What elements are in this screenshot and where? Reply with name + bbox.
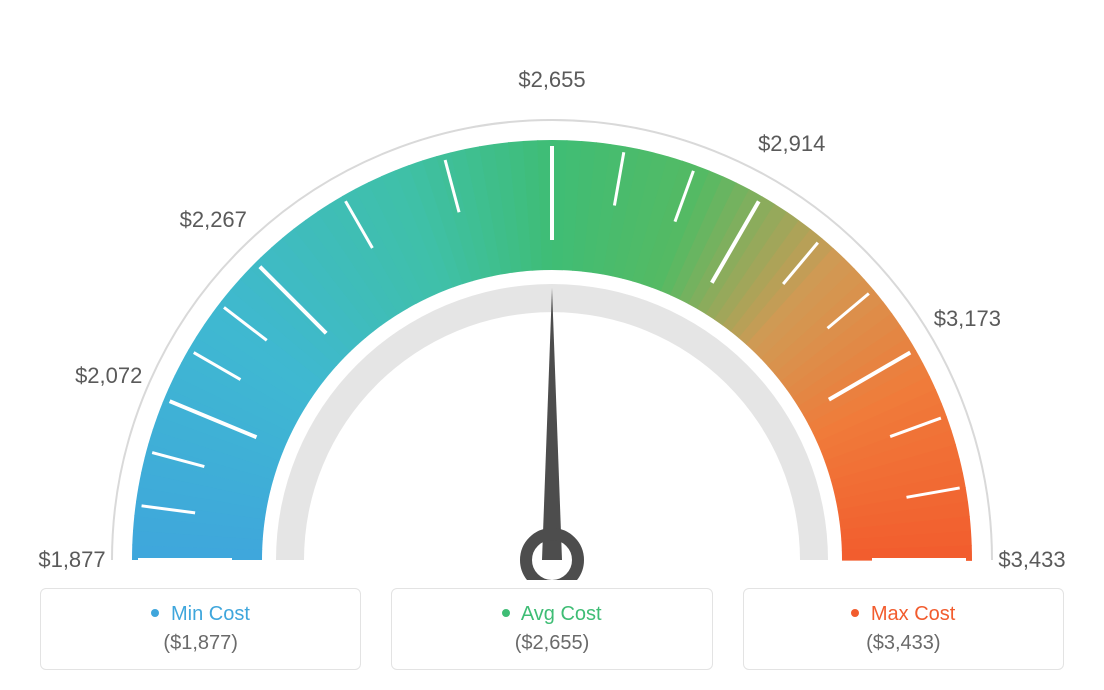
gauge-tick-label: $1,877 [38,547,105,573]
legend-title-avg: Avg Cost [402,603,701,626]
legend-card-max: Max Cost ($3,433) [743,588,1064,670]
legend-value-min: ($1,877) [51,632,350,655]
legend-value-avg: ($2,655) [402,632,701,655]
legend-row: Min Cost ($1,877) Avg Cost ($2,655) Max … [40,588,1064,670]
gauge-tick-label: $2,267 [180,207,247,233]
legend-label-min: Min Cost [171,603,250,625]
dot-icon [851,609,859,617]
legend-value-max: ($3,433) [754,632,1053,655]
legend-label-max: Max Cost [871,603,955,625]
dot-icon [502,609,510,617]
dot-icon [151,609,159,617]
legend-title-min: Min Cost [51,603,350,626]
legend-card-avg: Avg Cost ($2,655) [391,588,712,670]
gauge-tick-label: $2,072 [75,363,142,389]
legend-label-avg: Avg Cost [521,603,602,625]
legend-card-min: Min Cost ($1,877) [40,588,361,670]
gauge-tick-label: $3,433 [998,547,1065,573]
gauge-tick-label: $2,655 [518,67,585,93]
gauge-tick-label: $3,173 [934,306,1001,332]
gauge-tick-label: $2,914 [758,131,825,157]
cost-gauge-container: $1,877 $2,072 $2,267 $2,655 $2,914 $3,173 $3,4… [0,0,1104,690]
gauge-chart: $1,877 $2,072 $2,267 $2,655 $2,914 $3,173 $3,4… [0,10,1104,580]
legend-title-max: Max Cost [754,603,1053,626]
